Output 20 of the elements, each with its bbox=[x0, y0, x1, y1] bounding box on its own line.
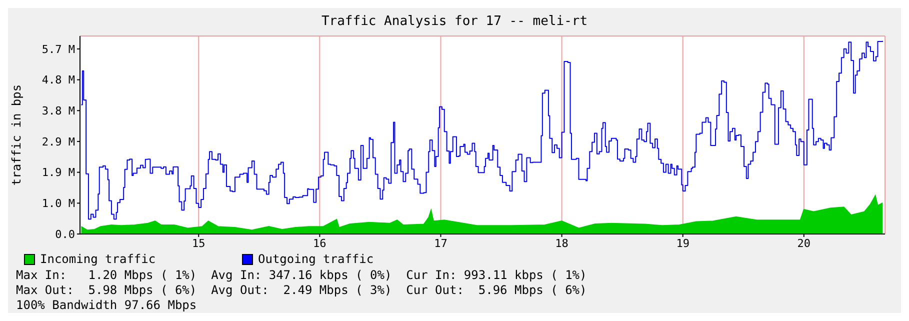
text: Max Out: 5.98 Mbps ( 6%) Avg Out: 2.49 Mbps ( 3%) Cur Out: 5.96 Mbps ( 6%) bbox=[16, 283, 587, 298]
x-tick-label: 20 bbox=[797, 236, 811, 250]
y-tick-label: 3.8 M bbox=[42, 104, 76, 118]
x-tick-label: 16 bbox=[313, 236, 326, 250]
y-tick-label: 5.7 M bbox=[42, 42, 76, 56]
x-tick-label: 17 bbox=[434, 236, 448, 250]
text: Max In: 1.20 Mbps ( 1%) Avg In: 347.16 kbps ( 0%) Cur In: 993.11 kbps ( 1%) bbox=[16, 268, 587, 283]
y-tick-label: 2.9 M bbox=[42, 135, 76, 148]
y-tick-label: 1.0 M bbox=[42, 197, 76, 210]
y-tick-label: 0.0 bbox=[55, 228, 75, 241]
x-tick-label: 18 bbox=[555, 236, 568, 250]
chart-title: Traffic Analysis for 17 -- meli-rt bbox=[320, 13, 589, 31]
x-tick-label: 15 bbox=[192, 236, 206, 250]
y-axis-title: traffic in bps bbox=[9, 84, 24, 186]
legend-label: Incoming traffic bbox=[40, 252, 156, 266]
y-tick-label: 1.9 M bbox=[42, 166, 76, 180]
x-tick-label: 19 bbox=[676, 236, 690, 250]
text: 100% Bandwidth 97.66 Mbps bbox=[16, 298, 198, 313]
legend-label: Outgoing traffic bbox=[258, 252, 374, 266]
y-tick-label: 4.8 M bbox=[42, 74, 76, 87]
